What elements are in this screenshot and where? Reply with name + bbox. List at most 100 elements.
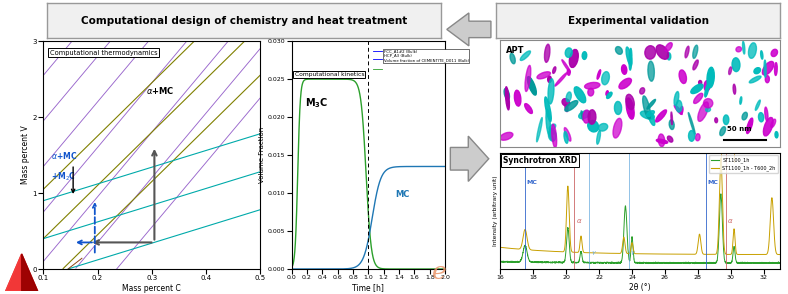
Ellipse shape: [765, 76, 769, 83]
Ellipse shape: [588, 120, 599, 132]
Ellipse shape: [675, 105, 682, 114]
Line: ST1100_1h - T600_2h: ST1100_1h - T600_2h: [500, 158, 788, 255]
Ellipse shape: [647, 111, 654, 116]
Ellipse shape: [578, 111, 590, 119]
Ellipse shape: [606, 91, 608, 96]
Polygon shape: [6, 254, 22, 291]
ST1100_1h - T600_2h: [783, 253, 788, 256]
Text: FCC_A1#2 (Bulk)
HCP_A3 (Bulk)
Volume fraction of CEMENTITE_D011 (Bulk): FCC_A1#2 (Bulk) HCP_A3 (Bulk) Volume fra…: [384, 49, 469, 62]
Ellipse shape: [764, 117, 773, 136]
Text: 50 nm: 50 nm: [727, 126, 752, 132]
Polygon shape: [6, 254, 38, 291]
Ellipse shape: [680, 106, 683, 114]
Text: APT: APT: [506, 46, 525, 55]
Y-axis label: Intensity (arbitrary unit): Intensity (arbitrary unit): [492, 176, 497, 246]
Ellipse shape: [742, 41, 745, 54]
Ellipse shape: [742, 112, 747, 120]
Text: $\alpha$+MC: $\alpha$+MC: [147, 85, 175, 96]
Ellipse shape: [548, 129, 556, 141]
Ellipse shape: [715, 118, 718, 123]
Ellipse shape: [629, 49, 632, 70]
Ellipse shape: [648, 61, 654, 81]
Ellipse shape: [679, 70, 686, 83]
Ellipse shape: [597, 70, 600, 79]
Ellipse shape: [525, 65, 531, 91]
Text: MC: MC: [708, 181, 719, 186]
Ellipse shape: [729, 67, 731, 75]
Ellipse shape: [615, 101, 622, 114]
Ellipse shape: [582, 52, 587, 59]
ST1100_1h: [529, 260, 538, 264]
Ellipse shape: [564, 132, 568, 143]
X-axis label: 2θ (°): 2θ (°): [630, 283, 651, 292]
Ellipse shape: [645, 46, 656, 59]
Ellipse shape: [676, 100, 682, 112]
Y-axis label: Volume Fraction: Volume Fraction: [259, 127, 265, 183]
Ellipse shape: [527, 77, 537, 95]
Ellipse shape: [719, 127, 726, 136]
Ellipse shape: [749, 76, 761, 83]
Text: $\alpha$: $\alpha$: [727, 217, 734, 225]
Ellipse shape: [552, 67, 556, 74]
Ellipse shape: [693, 60, 698, 70]
Ellipse shape: [565, 101, 578, 111]
Ellipse shape: [525, 103, 533, 113]
Text: Synchrotron XRD: Synchrotron XRD: [504, 156, 578, 165]
Ellipse shape: [691, 84, 703, 93]
Ellipse shape: [775, 63, 777, 76]
Ellipse shape: [760, 51, 763, 59]
Ellipse shape: [570, 49, 578, 68]
Ellipse shape: [549, 133, 554, 141]
ST1100_1h: [619, 241, 628, 245]
Ellipse shape: [736, 47, 742, 52]
Ellipse shape: [598, 123, 608, 131]
ST1100_1h: [545, 261, 555, 265]
Ellipse shape: [688, 113, 695, 134]
Polygon shape: [22, 254, 38, 291]
Ellipse shape: [552, 124, 556, 148]
ST1100_1h: [778, 261, 787, 265]
Ellipse shape: [723, 115, 729, 125]
Text: $\gamma$: $\gamma$: [630, 249, 636, 257]
Ellipse shape: [671, 112, 672, 125]
Line: ST1100_1h: ST1100_1h: [500, 194, 788, 264]
Ellipse shape: [764, 107, 768, 121]
Text: Experimental validation: Experimental validation: [568, 16, 708, 26]
Ellipse shape: [658, 134, 665, 147]
Ellipse shape: [733, 84, 736, 94]
Ellipse shape: [537, 72, 550, 79]
Ellipse shape: [515, 90, 521, 106]
ST1100_1h: [747, 261, 756, 265]
Ellipse shape: [764, 60, 766, 77]
Legend: ST1100_1h, ST1100_1h - T600_2h: ST1100_1h, ST1100_1h - T600_2h: [709, 155, 778, 173]
ST1100_1h - T600_2h: [747, 253, 756, 256]
Text: Computational kinetics: Computational kinetics: [295, 72, 364, 77]
Text: $\gamma$: $\gamma$: [590, 249, 597, 257]
ST1100_1h - T600_2h: [606, 252, 615, 255]
Ellipse shape: [574, 87, 585, 103]
Ellipse shape: [707, 67, 714, 88]
Ellipse shape: [588, 110, 596, 124]
Ellipse shape: [704, 98, 713, 108]
Ellipse shape: [759, 113, 764, 122]
Text: e: e: [432, 261, 447, 284]
FancyArrow shape: [447, 13, 491, 46]
ST1100_1h: [606, 261, 615, 265]
ST1100_1h - T600_2h: [619, 237, 628, 240]
X-axis label: Time [h]: Time [h]: [352, 283, 385, 292]
Ellipse shape: [545, 44, 550, 62]
Ellipse shape: [749, 43, 756, 58]
Ellipse shape: [647, 99, 656, 109]
ST1100_1h - T600_2h: [778, 253, 787, 256]
ST1100_1h: [779, 262, 788, 265]
Ellipse shape: [656, 139, 667, 143]
Text: $\alpha$+MC: $\alpha$+MC: [51, 150, 77, 161]
ST1100_1h: [716, 192, 726, 196]
Ellipse shape: [689, 131, 695, 141]
Ellipse shape: [546, 109, 551, 135]
Text: Computational thermodynamics: Computational thermodynamics: [50, 50, 158, 56]
Ellipse shape: [762, 61, 774, 75]
ST1100_1h - T600_2h: [716, 156, 726, 160]
ST1100_1h - T600_2h: [545, 250, 555, 253]
Ellipse shape: [504, 88, 510, 100]
